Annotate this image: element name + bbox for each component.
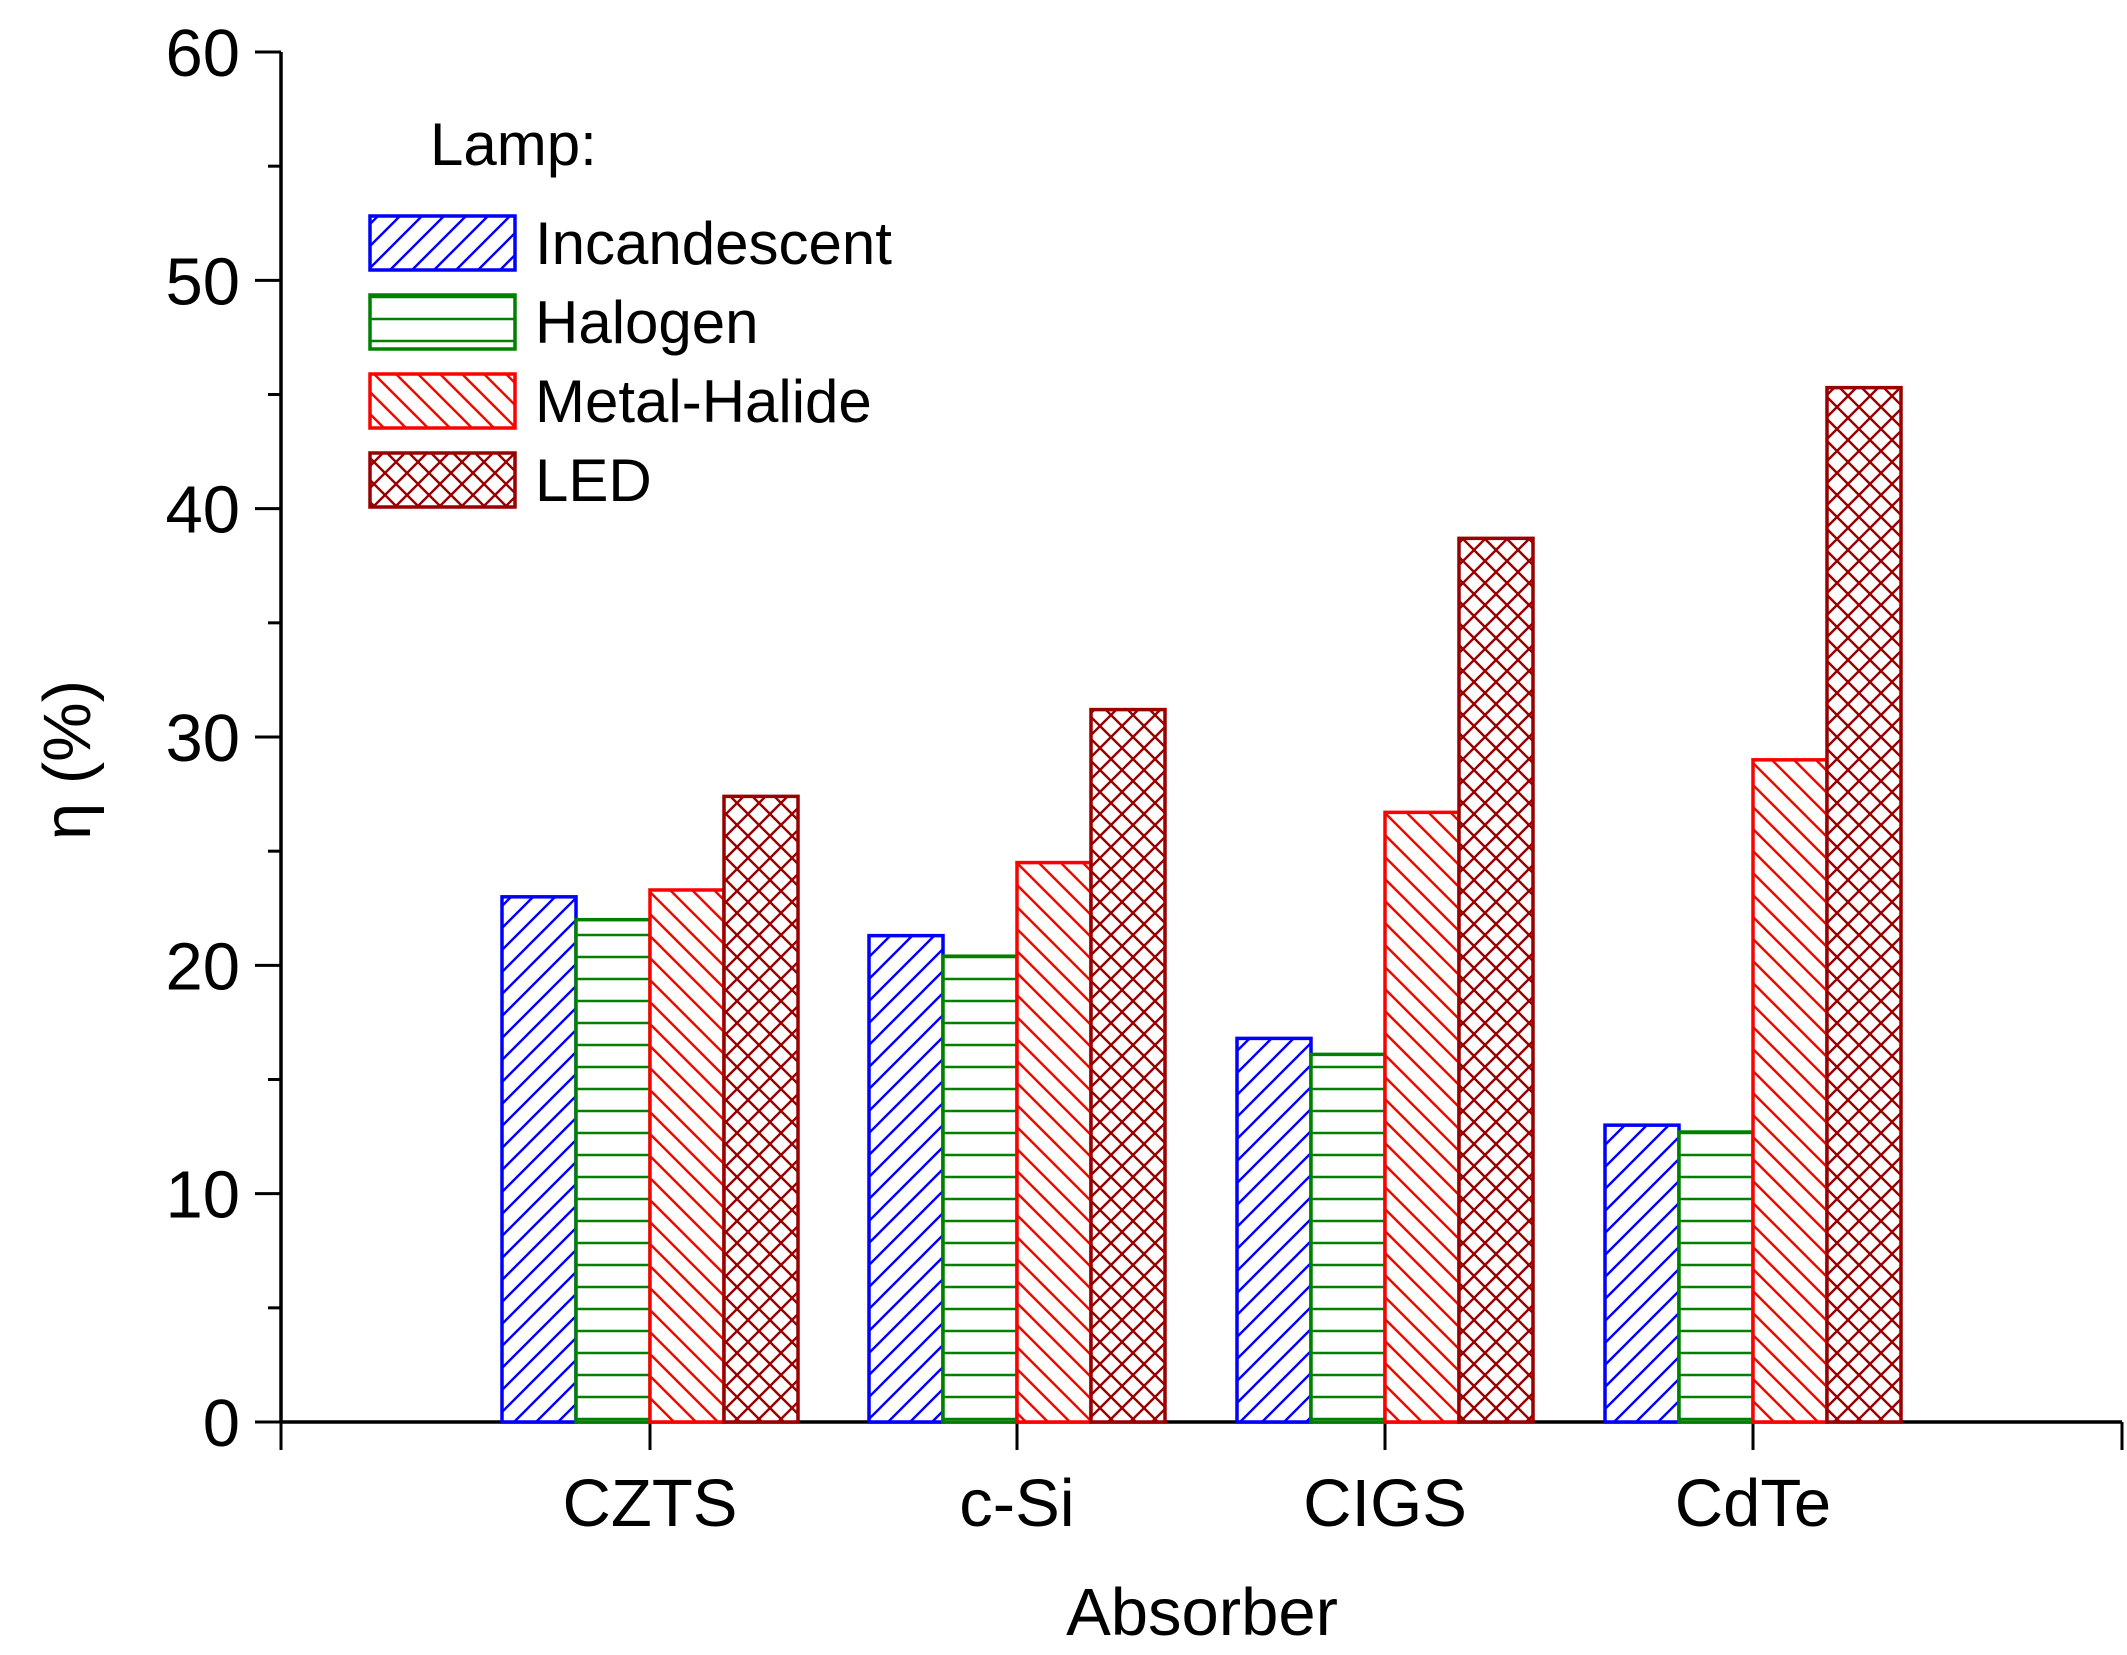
bar-incandescent-czts [500, 895, 578, 1424]
y-axis-title: η (%) [30, 680, 105, 840]
legend-label: Incandescent [535, 210, 892, 277]
bar-led-cdte [1825, 385, 1903, 1424]
legend-swatch [368, 451, 517, 509]
y-tick-label: 20 [165, 929, 240, 1004]
y-tick-label: 40 [165, 473, 240, 548]
bar-led-c-si [1089, 707, 1167, 1424]
bar-metal-halide-c-si [1015, 860, 1093, 1424]
legend: Lamp: Incandescent Halogen Metal-Halide LED [368, 111, 892, 514]
y-tick-label: 50 [165, 244, 240, 319]
bar-led-cigs [1457, 536, 1535, 1424]
x-tick-label: c-Si [959, 1466, 1074, 1541]
x-tick-label: CZTS [563, 1466, 738, 1541]
legend-label: Halogen [535, 289, 759, 356]
bar-halogen-c-si [941, 954, 1019, 1424]
legend-title: Lamp: [430, 111, 597, 178]
bar-incandescent-c-si [867, 933, 945, 1424]
legend-swatch [368, 372, 517, 430]
legend-swatch [368, 214, 517, 272]
x-axis-title: Absorber [1066, 1575, 1338, 1650]
axes: 0 10 20 30 40 50 60 CZTS c-Si CIGS CdTe [165, 16, 2124, 1541]
bar-led-czts [722, 794, 800, 1424]
bar-metal-halide-cigs [1383, 810, 1461, 1424]
y-tick-label: 0 [203, 1386, 240, 1461]
legend-label: LED [535, 447, 652, 514]
bar-metal-halide-czts [648, 888, 726, 1424]
bar-halogen-cigs [1309, 1052, 1387, 1424]
bar-incandescent-cigs [1235, 1036, 1313, 1424]
bars [500, 385, 1903, 1424]
bar-incandescent-cdte [1603, 1123, 1681, 1424]
y-tick-label: 30 [165, 701, 240, 776]
y-tick-label: 10 [165, 1158, 240, 1233]
x-tick-label: CdTe [1675, 1466, 1831, 1541]
x-tick-label: CIGS [1303, 1466, 1467, 1541]
legend-label: Metal-Halide [535, 368, 872, 435]
bar-metal-halide-cdte [1751, 758, 1829, 1424]
legend-swatch [368, 293, 517, 351]
bar-halogen-cdte [1677, 1130, 1755, 1424]
bar-halogen-czts [574, 917, 652, 1424]
y-tick-label: 60 [165, 16, 240, 91]
